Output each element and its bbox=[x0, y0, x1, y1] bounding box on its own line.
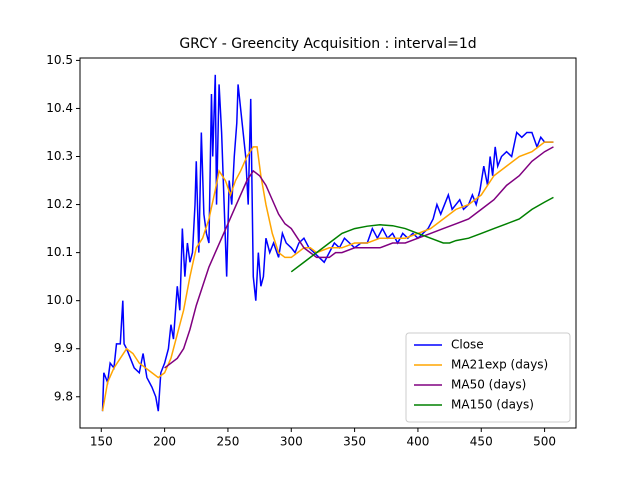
series-line bbox=[101, 141, 554, 412]
x-tick-label: 500 bbox=[533, 435, 556, 449]
y-tick-label: 10.5 bbox=[46, 53, 73, 67]
x-tick-label: 300 bbox=[280, 435, 303, 449]
y-tick-label: 9.9 bbox=[54, 341, 73, 355]
y-tick-label: 10.4 bbox=[46, 101, 73, 115]
y-tick-label: 10.0 bbox=[46, 293, 73, 307]
x-tick-label: 200 bbox=[153, 435, 176, 449]
legend-label: Close bbox=[451, 338, 484, 352]
legend-label: MA150 (days) bbox=[451, 398, 534, 412]
series-line bbox=[101, 74, 554, 412]
x-tick-label: 400 bbox=[406, 435, 429, 449]
x-tick-label: 150 bbox=[90, 435, 113, 449]
y-tick-label: 10.3 bbox=[46, 149, 73, 163]
chart-title: GRCY - Greencity Acquisition : interval=… bbox=[179, 36, 476, 52]
y-tick-label: 9.8 bbox=[54, 389, 73, 403]
legend-box bbox=[405, 332, 571, 423]
x-tick-label: 250 bbox=[216, 435, 239, 449]
y-tick-label: 10.2 bbox=[46, 197, 73, 211]
plot-frame bbox=[79, 57, 577, 429]
series-line bbox=[290, 196, 554, 273]
legend-label: MA21exp (days) bbox=[451, 358, 548, 372]
y-tick-label: 10.1 bbox=[46, 245, 73, 259]
x-tick-label: 350 bbox=[343, 435, 366, 449]
x-tick-label: 450 bbox=[470, 435, 493, 449]
legend-label: MA50 (days) bbox=[451, 378, 526, 392]
series-line bbox=[164, 146, 554, 369]
